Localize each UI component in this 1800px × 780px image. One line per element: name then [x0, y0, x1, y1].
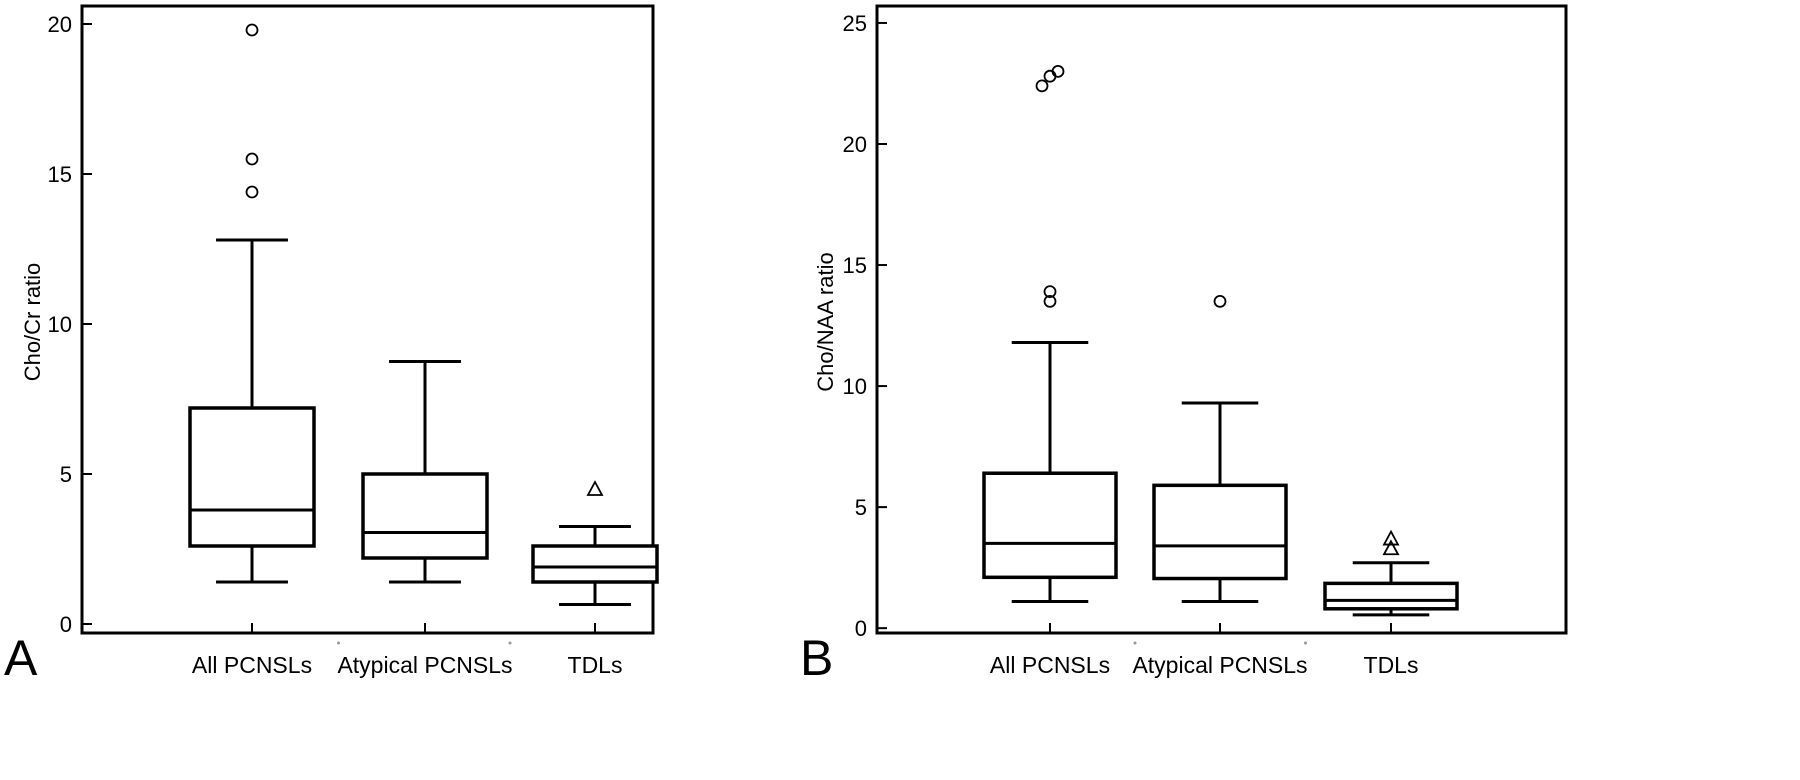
category-separator-dot: [1133, 641, 1137, 645]
iqr-box: [361, 472, 489, 560]
box-atypical-pcnsls: [361, 360, 489, 584]
y-tick-label: 5: [60, 462, 72, 487]
y-tick-label: 10: [843, 374, 867, 399]
outlier-point: [1043, 285, 1057, 299]
iqr-box: [188, 406, 316, 548]
iqr-box: [1152, 483, 1288, 581]
y-tick-label: 20: [48, 12, 72, 37]
outlier-point: [245, 185, 259, 199]
y-axis-title: Cho/NAA ratio: [813, 252, 838, 391]
y-tick-label: 0: [60, 612, 72, 637]
iqr-box: [982, 471, 1118, 580]
outlier-point: [1382, 539, 1400, 556]
x-category-label: Atypical PCNSLs: [337, 652, 512, 678]
outlier-point: [245, 152, 259, 166]
y-axis-title: Cho/Cr ratio: [20, 263, 45, 382]
category-separator-dot: [508, 641, 512, 645]
box-tdls: [531, 480, 659, 606]
y-tick-label: 15: [48, 162, 72, 187]
x-category-label: All PCNSLs: [192, 652, 312, 678]
y-tick-label: 10: [48, 312, 72, 337]
y-tick-label: 5: [855, 495, 867, 520]
outlier-point: [1035, 79, 1049, 93]
outlier-point: [245, 23, 259, 37]
x-category-label: Atypical PCNSLs: [1132, 652, 1307, 678]
outlier-point: [1043, 294, 1057, 308]
chart-panel-b: 0 5 10 15 20 25 Cho/NAA ratio All PCNSLs Atypica…: [800, 4, 1568, 686]
y-tick-label: 15: [843, 253, 867, 278]
box-tdls: [1323, 529, 1459, 617]
box-atypical-pcnsls: [1152, 294, 1288, 604]
outlier-point: [1051, 64, 1065, 78]
iqr-box: [531, 544, 659, 584]
x-category-label: TDLs: [1364, 652, 1419, 678]
chart-panel-a: 0 5 10 15 20 Cho/Cr ratio All PCNSLs Atypical P…: [4, 4, 659, 686]
category-separator-dot: [1304, 641, 1307, 645]
x-category-label: TDLs: [568, 652, 623, 678]
panel-letter: B: [800, 630, 833, 686]
plot-frame: [80, 4, 655, 635]
iqr-box: [1323, 581, 1459, 611]
y-tick-label: 0: [855, 616, 867, 641]
outlier-point: [586, 480, 604, 496]
box-all-pcnsls: [982, 64, 1118, 604]
outlier-point: [1213, 294, 1227, 308]
box-all-pcnsls: [188, 23, 316, 584]
y-tick-label: 20: [843, 132, 867, 157]
y-tick-label: 25: [843, 11, 867, 36]
outlier-point: [1382, 529, 1400, 546]
panel-letter: A: [4, 630, 38, 686]
x-category-label: All PCNSLs: [990, 652, 1110, 678]
plot-frame: [875, 4, 1568, 635]
category-separator-dot: [337, 641, 340, 645]
